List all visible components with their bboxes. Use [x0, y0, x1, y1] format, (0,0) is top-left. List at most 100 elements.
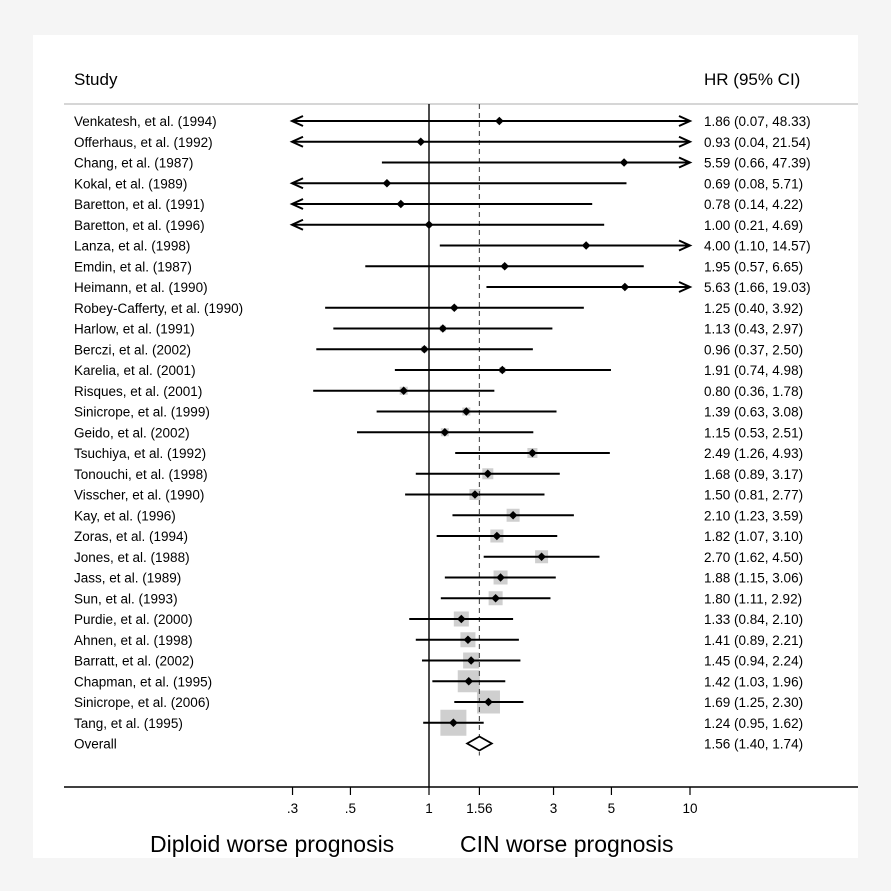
hr-ci-value: 1.13 (0.43, 2.97) — [704, 322, 803, 337]
hr-ci-value: 1.86 (0.07, 48.33) — [704, 114, 811, 129]
study-labels-group: Venkatesh, et al. (1994) 1.86 (0.07, 48.3… — [74, 114, 811, 752]
point-estimate-marker — [424, 220, 434, 230]
point-estimate-marker — [440, 427, 450, 437]
hr-ci-value: 1.95 (0.57, 6.65) — [704, 259, 803, 274]
study-label: Kay, et al. (1996) — [74, 508, 176, 523]
hr-ci-value: 1.42 (1.03, 1.96) — [704, 674, 803, 689]
point-estimate-marker — [537, 552, 546, 562]
point-estimate-marker — [508, 510, 518, 520]
point-estimate-marker — [496, 573, 505, 582]
point-estimate-marker — [470, 490, 480, 499]
x-tick-label: 3 — [550, 801, 558, 816]
study-label: Emdin, et al. (1987) — [74, 259, 192, 274]
point-estimate-marker — [466, 656, 476, 665]
hr-ci-value: 1.39 (0.63, 3.08) — [704, 405, 803, 420]
hr-ci-value: 1.25 (0.40, 3.92) — [704, 301, 803, 316]
point-estimate-marker — [498, 365, 507, 375]
point-estimate-marker — [495, 116, 504, 126]
hr-ci-value: 5.63 (1.66, 19.03) — [704, 280, 811, 295]
point-estimate-marker — [483, 469, 493, 479]
ci-arrowhead — [289, 177, 304, 190]
point-estimate-marker — [619, 158, 629, 167]
x-tick-label: 1 — [425, 801, 433, 816]
point-estimate-marker — [457, 614, 466, 624]
point-estimate-marker — [399, 386, 409, 396]
study-label: Baretton, et al. (1996) — [74, 218, 205, 233]
study-label: Karelia, et al. (2001) — [74, 363, 196, 378]
hr-ci-value: 1.24 (0.95, 1.62) — [704, 716, 803, 731]
study-label: Jones, et al. (1988) — [74, 550, 190, 565]
study-label: Purdie, et al. (2000) — [74, 612, 193, 627]
confidence-intervals-group — [289, 115, 693, 752]
point-estimate-marker — [620, 282, 630, 292]
study-label: Kokal, et al. (1989) — [74, 176, 187, 191]
ci-arrowhead — [678, 156, 693, 169]
point-estimate-marker — [396, 199, 406, 209]
hr-ci-value: 1.91 (0.74, 4.98) — [704, 363, 803, 378]
hr-ci-value: 1.15 (0.53, 2.51) — [704, 425, 803, 440]
point-estimate-marker — [382, 178, 392, 188]
study-label: Baretton, et al. (1991) — [74, 197, 205, 212]
point-estimate-marker — [464, 676, 474, 686]
study-label: Tsuchiya, et al. (1992) — [74, 446, 206, 461]
hr-ci-value: 0.93 (0.04, 21.54) — [704, 135, 811, 150]
hr-ci-value: 1.00 (0.21, 4.69) — [704, 218, 803, 233]
point-estimate-marker — [484, 697, 493, 707]
point-estimate-marker — [528, 448, 537, 458]
study-label: Zoras, et al. (1994) — [74, 529, 188, 544]
ci-arrowhead — [678, 281, 693, 293]
ci-arrowhead — [289, 218, 304, 231]
x-tick-label: 1.56 — [466, 801, 492, 816]
study-label: Lanza, et al. (1998) — [74, 239, 190, 254]
study-label: Tang, et al. (1995) — [74, 716, 183, 731]
overall-hr-ci-value: 1.56 (1.40, 1.74) — [704, 737, 803, 752]
study-label: Harlow, et al. (1991) — [74, 322, 195, 337]
study-label: Venkatesh, et al. (1994) — [74, 114, 217, 129]
hr-ci-value: 0.96 (0.37, 2.50) — [704, 342, 803, 357]
study-label: Ahnen, et al. (1998) — [74, 633, 193, 648]
hr-ci-value: 0.69 (0.08, 5.71) — [704, 176, 803, 191]
study-label: Chapman, et al. (1995) — [74, 674, 212, 689]
point-estimate-marker — [438, 324, 448, 333]
x-ticks-group: .3 .5 1 1.56 3 5 10 — [287, 787, 698, 816]
x-tick-label: 5 — [608, 801, 616, 816]
study-label: Tonouchi, et al. (1998) — [74, 467, 208, 482]
ci-arrowhead — [678, 115, 693, 127]
hr-ci-value: 1.45 (0.94, 2.24) — [704, 654, 803, 669]
point-estimate-marker — [449, 303, 459, 313]
hr-ci-value: 0.80 (0.36, 1.78) — [704, 384, 803, 399]
study-label: Barratt, et al. (2002) — [74, 654, 194, 669]
hr-ci-value: 2.70 (1.62, 4.50) — [704, 550, 803, 565]
point-estimate-marker — [462, 407, 471, 416]
hr-ci-value: 5.59 (0.66, 47.39) — [704, 156, 811, 171]
hr-ci-value: 1.50 (0.81, 2.77) — [704, 488, 803, 503]
point-estimate-marker — [492, 531, 502, 541]
point-estimate-marker — [416, 137, 426, 147]
study-label: Sinicrope, et al. (2006) — [74, 695, 210, 710]
x-tick-label: .3 — [287, 801, 298, 816]
hr-ci-value: 4.00 (1.10, 14.57) — [704, 239, 811, 254]
hr-ci-value: 1.69 (1.25, 2.30) — [704, 695, 803, 710]
hr-ci-value: 1.68 (0.89, 3.17) — [704, 467, 803, 482]
study-label: Robey-Cafferty, et al. (1990) — [74, 301, 243, 316]
point-estimate-marker — [463, 635, 473, 645]
study-column-header: Study — [74, 70, 118, 89]
overall-label: Overall — [74, 737, 117, 752]
study-label: Berczi, et al. (2002) — [74, 342, 191, 357]
study-label: Sinicrope, et al. (1999) — [74, 405, 210, 420]
study-label: Risques, et al. (2001) — [74, 384, 202, 399]
point-estimate-marker — [449, 718, 458, 728]
ci-arrowhead — [289, 115, 304, 127]
study-label: Geido, et al. (2002) — [74, 425, 190, 440]
hr-ci-value: 1.33 (0.84, 2.10) — [704, 612, 803, 627]
ci-arrowhead — [678, 239, 693, 252]
hr-ci-value: 1.80 (1.11, 2.92) — [704, 591, 802, 606]
point-estimate-marker — [491, 593, 500, 603]
study-label: Jass, et al. (1989) — [74, 571, 181, 586]
hr-ci-value: 0.78 (0.14, 4.22) — [704, 197, 803, 212]
hr-ci-value: 2.49 (1.26, 4.93) — [704, 446, 803, 461]
hr-ci-value: 1.82 (1.07, 3.10) — [704, 529, 803, 544]
point-estimate-marker — [500, 261, 509, 271]
